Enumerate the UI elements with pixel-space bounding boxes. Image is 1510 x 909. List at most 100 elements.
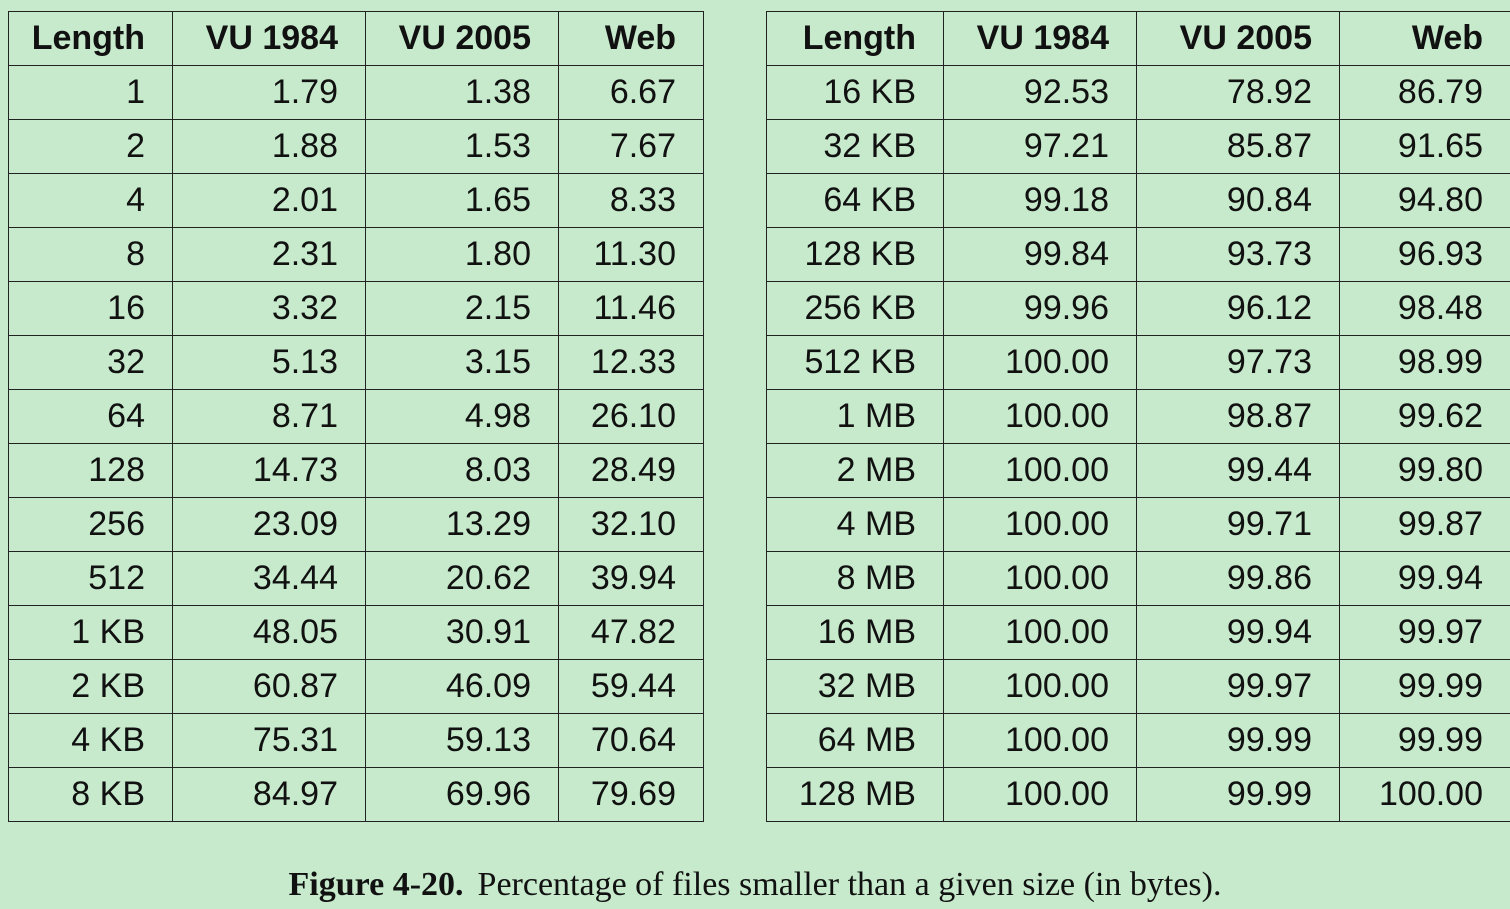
length-cell: 64 — [8, 389, 173, 444]
table-row: 512 34.44 20.62 39.94 — [8, 551, 704, 606]
table-row: 32 MB 100.00 99.97 99.99 — [766, 659, 1510, 714]
length-cell: 1 MB — [766, 389, 944, 444]
percentage-cell: 30.91 — [365, 605, 559, 660]
percentage-cell: 2.31 — [172, 227, 366, 282]
percentage-cell: 59.44 — [558, 659, 704, 714]
length-cell: 512 — [8, 551, 173, 606]
percentage-cell: 100.00 — [943, 497, 1137, 552]
percentage-cell: 6.67 — [558, 65, 704, 120]
table-row: 1 KB 48.05 30.91 47.82 — [8, 605, 704, 660]
percentage-cell: 47.82 — [558, 605, 704, 660]
percentage-cell: 100.00 — [943, 713, 1137, 768]
percentage-cell: 99.96 — [943, 281, 1137, 336]
column-header: VU 1984 — [943, 11, 1137, 66]
column-header: VU 2005 — [1136, 11, 1340, 66]
length-cell: 256 — [8, 497, 173, 552]
percentage-cell: 99.86 — [1136, 551, 1340, 606]
percentage-cell: 3.32 — [172, 281, 366, 336]
percentage-cell: 3.15 — [365, 335, 559, 390]
header-row: Length VU 1984 VU 2005 Web — [766, 11, 1510, 66]
table-row: 8 2.31 1.80 11.30 — [8, 227, 704, 282]
percentage-cell: 90.84 — [1136, 173, 1340, 228]
percentage-cell: 8.33 — [558, 173, 704, 228]
length-cell: 16 MB — [766, 605, 944, 660]
length-cell: 4 — [8, 173, 173, 228]
percentage-cell: 11.30 — [558, 227, 704, 282]
percentage-cell: 99.94 — [1136, 605, 1340, 660]
table-row: 256 23.09 13.29 32.10 — [8, 497, 704, 552]
length-cell: 2 MB — [766, 443, 944, 498]
length-cell: 16 — [8, 281, 173, 336]
table-row: 2 KB 60.87 46.09 59.44 — [8, 659, 704, 714]
column-header: VU 1984 — [172, 11, 366, 66]
percentage-cell: 99.71 — [1136, 497, 1340, 552]
percentage-cell: 100.00 — [1339, 767, 1510, 822]
table-row: 16 MB 100.00 99.94 99.97 — [766, 605, 1510, 660]
table-row: 512 KB 100.00 97.73 98.99 — [766, 335, 1510, 390]
length-cell: 2 KB — [8, 659, 173, 714]
percentage-cell: 99.84 — [943, 227, 1137, 282]
table-row: 32 5.13 3.15 12.33 — [8, 335, 704, 390]
percentage-cell: 99.97 — [1339, 605, 1510, 660]
table-row: 2 MB 100.00 99.44 99.80 — [766, 443, 1510, 498]
length-cell: 32 KB — [766, 119, 944, 174]
file-size-table-left: Length VU 1984 VU 2005 Web 1 1.79 1.38 6.67… — [8, 11, 704, 822]
percentage-cell: 2.01 — [172, 173, 366, 228]
percentage-cell: 1.80 — [365, 227, 559, 282]
length-cell: 128 — [8, 443, 173, 498]
length-cell: 4 KB — [8, 713, 173, 768]
percentage-cell: 1.65 — [365, 173, 559, 228]
length-cell: 32 — [8, 335, 173, 390]
percentage-cell: 1.38 — [365, 65, 559, 120]
column-header: Length — [766, 11, 944, 66]
percentage-cell: 39.94 — [558, 551, 704, 606]
file-size-table-right: Length VU 1984 VU 2005 Web 16 KB 92.53 78.… — [766, 11, 1510, 822]
table-row: 1 1.79 1.38 6.67 — [8, 65, 704, 120]
percentage-cell: 28.49 — [558, 443, 704, 498]
figure-caption: Figure 4-20. Percentage of files smaller … — [0, 866, 1510, 904]
percentage-cell: 75.31 — [172, 713, 366, 768]
percentage-cell: 23.09 — [172, 497, 366, 552]
percentage-cell: 92.53 — [943, 65, 1137, 120]
percentage-cell: 11.46 — [558, 281, 704, 336]
percentage-cell: 99.99 — [1136, 767, 1340, 822]
table-row: 4 MB 100.00 99.71 99.87 — [766, 497, 1510, 552]
column-header: VU 2005 — [365, 11, 559, 66]
table-row: 64 KB 99.18 90.84 94.80 — [766, 173, 1510, 228]
percentage-cell: 100.00 — [943, 551, 1137, 606]
percentage-cell: 96.12 — [1136, 281, 1340, 336]
percentage-cell: 46.09 — [365, 659, 559, 714]
table-row: 4 KB 75.31 59.13 70.64 — [8, 713, 704, 768]
percentage-cell: 97.21 — [943, 119, 1137, 174]
column-header: Length — [8, 11, 173, 66]
percentage-cell: 99.99 — [1339, 713, 1510, 768]
length-cell: 8 — [8, 227, 173, 282]
length-cell: 32 MB — [766, 659, 944, 714]
percentage-cell: 78.92 — [1136, 65, 1340, 120]
length-cell: 64 MB — [766, 713, 944, 768]
percentage-cell: 99.44 — [1136, 443, 1340, 498]
table-row: 128 KB 99.84 93.73 96.93 — [766, 227, 1510, 282]
percentage-cell: 99.18 — [943, 173, 1137, 228]
header-row: Length VU 1984 VU 2005 Web — [8, 11, 704, 66]
length-cell: 64 KB — [766, 173, 944, 228]
percentage-cell: 93.73 — [1136, 227, 1340, 282]
table-row: 8 MB 100.00 99.86 99.94 — [766, 551, 1510, 606]
table-row: 128 14.73 8.03 28.49 — [8, 443, 704, 498]
percentage-cell: 96.93 — [1339, 227, 1510, 282]
percentage-cell: 59.13 — [365, 713, 559, 768]
table-row: 32 KB 97.21 85.87 91.65 — [766, 119, 1510, 174]
table-row: 64 8.71 4.98 26.10 — [8, 389, 704, 444]
percentage-cell: 1.79 — [172, 65, 366, 120]
table-row: 256 KB 99.96 96.12 98.48 — [766, 281, 1510, 336]
table-body: 1 1.79 1.38 6.67 2 1.88 1.53 7.67 4 2.01 1.65 8.33 8… — [8, 65, 704, 822]
length-cell: 8 KB — [8, 767, 173, 822]
length-cell: 8 MB — [766, 551, 944, 606]
length-cell: 128 KB — [766, 227, 944, 282]
percentage-cell: 99.87 — [1339, 497, 1510, 552]
percentage-cell: 99.62 — [1339, 389, 1510, 444]
table-row: 2 1.88 1.53 7.67 — [8, 119, 704, 174]
percentage-cell: 97.73 — [1136, 335, 1340, 390]
length-cell: 256 KB — [766, 281, 944, 336]
